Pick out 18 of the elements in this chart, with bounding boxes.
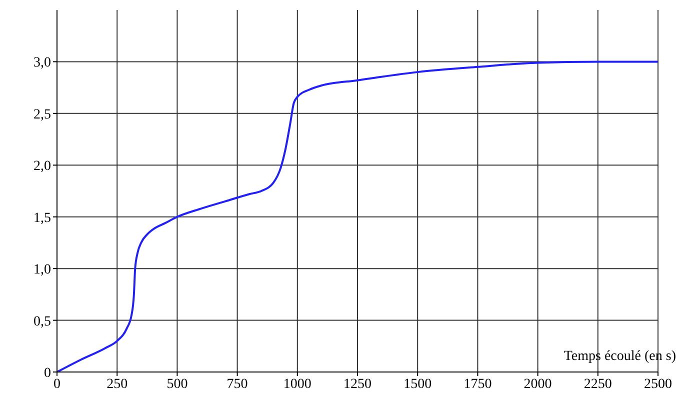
y-tick-label: 1,0 (34, 262, 51, 278)
y-tick-label: 0,5 (34, 314, 51, 330)
x-tick-label: 0 (54, 376, 60, 392)
x-tick-label: 250 (106, 376, 128, 392)
x-tick-label: 2000 (524, 376, 552, 392)
y-tick-label: 0 (44, 366, 51, 381)
y-tick-label: 1,5 (34, 210, 51, 226)
x-tick-label: 2500 (644, 376, 672, 392)
y-tick-label: 2,0 (34, 159, 51, 174)
x-tick-label: 1000 (283, 376, 312, 392)
x-tick-label: 1250 (344, 376, 372, 392)
x-tick-label: 750 (226, 376, 248, 392)
x-tick-label: 1500 (404, 376, 432, 392)
y-tick-label: 3,0 (34, 56, 51, 71)
x-tick-label: 1750 (464, 376, 492, 392)
x-tick-label: 500 (166, 376, 188, 392)
x-tick-label: 2250 (584, 376, 612, 392)
y-tick-label: 2,5 (34, 107, 51, 122)
